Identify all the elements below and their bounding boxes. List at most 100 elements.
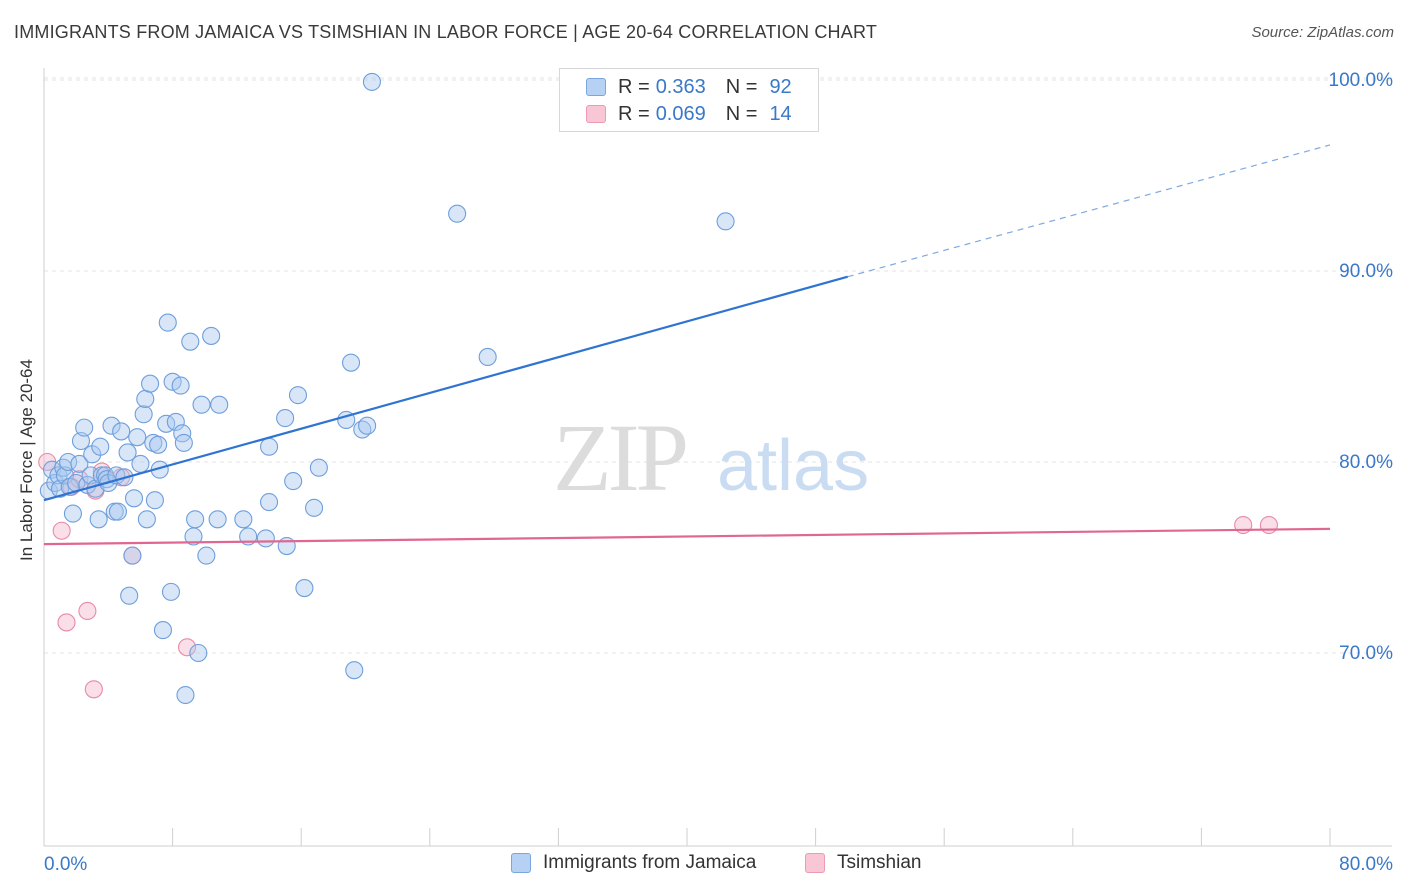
data-point-jamaica [234, 510, 253, 529]
data-point-jamaica [124, 489, 144, 508]
data-point-jamaica [448, 204, 467, 223]
data-point-jamaica [210, 395, 229, 414]
y-tick-label: 90.0% [1339, 261, 1393, 282]
data-point-jamaica [136, 389, 155, 409]
data-point-jamaica [137, 510, 156, 529]
data-point-jamaica [295, 579, 314, 598]
data-point-tsimshian [178, 638, 197, 657]
x-tick-label: 80.0% [1339, 854, 1393, 875]
legend-n-value: 14 [769, 102, 792, 125]
grid-lines [44, 77, 1392, 654]
trend-line-tsimshian [43, 527, 1331, 546]
data-point-jamaica [134, 405, 153, 424]
data-point-jamaica [181, 332, 200, 351]
legend-r-value: 0.069 [655, 102, 706, 125]
tick-labels: 70.0% 80.0% 90.0% 100.0% 0.0% 80.0% [44, 70, 1393, 875]
legend-swatch-pink [805, 853, 825, 873]
data-point-jamaica [197, 546, 216, 565]
watermark-zip: ZIP [553, 404, 686, 511]
legend-swatch-pink [586, 105, 606, 123]
data-point-jamaica [358, 416, 377, 435]
data-point-jamaica [256, 529, 275, 548]
data-point-jamaica [305, 498, 324, 517]
source-label: Source: ZipAtlas.com [1251, 24, 1394, 41]
data-point-jamaica [309, 458, 328, 477]
data-point-jamaica [208, 510, 227, 529]
correlation-legend: R = 0.363 N = 92 R = 0.069 N = 14 [559, 68, 819, 132]
legend-n-label: N = [725, 75, 758, 98]
data-point-jamaica [75, 418, 94, 437]
data-point-jamaica [166, 412, 185, 431]
data-point-jamaica [145, 491, 164, 510]
legend-r-value: 0.363 [655, 75, 706, 98]
legend-n-value: 92 [769, 75, 792, 98]
y-tick-label: 80.0% [1339, 452, 1393, 473]
data-point-jamaica [63, 504, 82, 523]
legend-n-label: N = [725, 102, 758, 125]
series-legend: Immigrants from Jamaica Tsimshian [0, 852, 1406, 878]
data-point-jamaica [59, 452, 78, 472]
data-point-jamaica [259, 437, 279, 456]
data-point-tsimshian [52, 521, 71, 540]
trend-line-jamaica-extension [847, 144, 1331, 278]
data-point-jamaica [174, 433, 193, 452]
legend-swatch-blue [511, 853, 531, 873]
y-axis-label: In Labor Force | Age 20-64 [17, 359, 36, 561]
data-point-jamaica [341, 353, 361, 372]
data-point-jamaica [176, 685, 195, 705]
data-point-jamaica [173, 424, 192, 443]
watermark: ZIP atlas [553, 404, 869, 511]
data-point-jamaica [112, 422, 131, 441]
legend-row-tsimshian: R = 0.069 N = 14 [586, 101, 792, 127]
y-tick-label: 70.0% [1339, 643, 1393, 664]
data-point-jamaica [288, 386, 308, 405]
axes [43, 68, 1392, 847]
legend-item-jamaica: Immigrants from Jamaica [511, 852, 756, 874]
legend-r-label: R = [618, 102, 650, 125]
data-point-jamaica [478, 347, 497, 367]
data-point-jamaica [131, 454, 150, 473]
series-jamaica [39, 72, 735, 705]
data-point-jamaica [108, 502, 127, 521]
legend-item-tsimshian: Tsimshian [805, 852, 921, 874]
data-point-jamaica [118, 443, 137, 462]
legend-label-tsimshian: Tsimshian [837, 852, 922, 873]
data-point-jamaica [141, 374, 160, 393]
trend-line-jamaica [43, 275, 849, 502]
data-point-jamaica [123, 546, 142, 565]
data-point-jamaica [276, 409, 295, 428]
data-point-jamaica [102, 416, 121, 435]
data-point-jamaica [158, 313, 177, 332]
data-point-tsimshian [84, 680, 103, 699]
trend-lines [43, 144, 1331, 546]
data-point-jamaica [284, 472, 303, 491]
data-point-jamaica [189, 643, 208, 663]
x-tick-label: 0.0% [44, 854, 87, 875]
data-point-jamaica [716, 212, 735, 231]
data-point-jamaica [153, 621, 173, 640]
data-point-jamaica [91, 437, 110, 456]
data-point-jamaica [128, 428, 147, 447]
data-point-jamaica [202, 326, 221, 345]
data-point-jamaica [149, 435, 168, 454]
chart-title: IMMIGRANTS FROM JAMAICA VS TSIMSHIAN IN … [14, 22, 878, 42]
data-point-jamaica [192, 395, 211, 414]
data-point-jamaica [70, 454, 89, 473]
data-point-jamaica [345, 661, 364, 680]
legend-row-jamaica: R = 0.363 N = 92 [586, 74, 792, 100]
data-point-jamaica [161, 582, 181, 601]
legend-label-jamaica: Immigrants from Jamaica [543, 852, 757, 873]
y-tick-label: 100.0% [1329, 70, 1394, 91]
data-point-jamaica [89, 510, 108, 529]
data-point-tsimshian [57, 613, 76, 632]
data-point-tsimshian [78, 601, 97, 621]
data-point-jamaica [120, 586, 139, 605]
data-point-jamaica [171, 376, 190, 395]
data-point-jamaica [259, 493, 279, 512]
data-point-jamaica [362, 72, 381, 91]
legend-swatch-blue [586, 78, 606, 96]
watermark-atlas: atlas [717, 426, 869, 506]
series-tsimshian [38, 452, 1278, 699]
data-point-jamaica [186, 510, 205, 529]
